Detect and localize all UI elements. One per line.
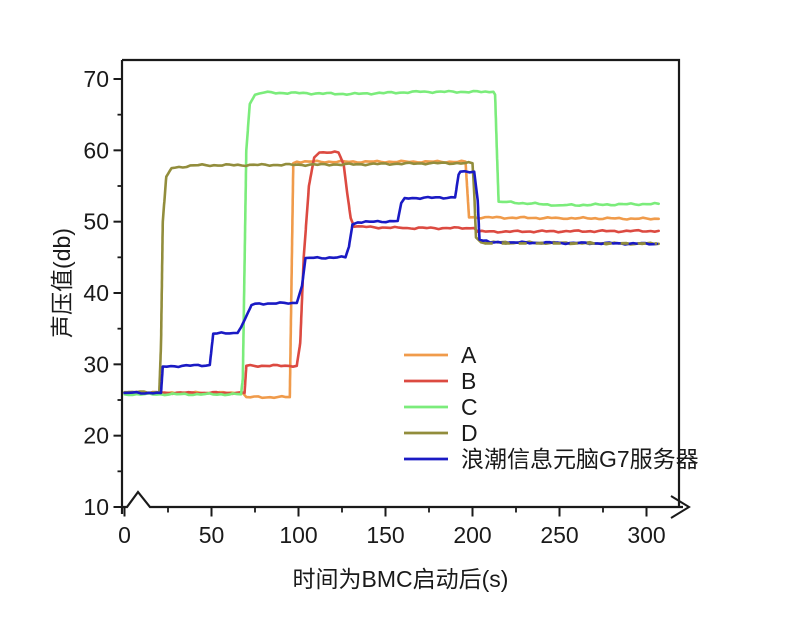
x-tick-label: 50 (199, 522, 225, 548)
y-tick-label: 10 (83, 494, 109, 520)
x-tick-label: 200 (453, 522, 491, 548)
legend-label-c: C (461, 394, 478, 420)
series-line-a (123, 159, 660, 400)
x-tick-label: 250 (540, 522, 578, 548)
x-tick-label: 150 (366, 522, 404, 548)
x-tick-label: 300 (627, 522, 665, 548)
y-tick-label: 40 (83, 280, 109, 306)
x-axis-arrow-icon (670, 495, 691, 519)
series-line-d (123, 160, 660, 394)
y-tick-label: 30 (83, 351, 109, 377)
plot-box-top-right (122, 58, 681, 507)
y-tick-label: 50 (83, 209, 109, 235)
x-tick-label: 100 (279, 522, 317, 548)
series-line-g7 (123, 169, 659, 395)
y-tick-label: 60 (83, 137, 109, 163)
legend-label-a: A (461, 342, 477, 368)
y-axis-title: 声压值(db) (49, 228, 75, 338)
x-tick-label: 0 (118, 522, 131, 548)
legend-label-g7: 浪潮信息元脑G7服务器 (461, 446, 699, 472)
series-line-b (123, 150, 660, 396)
legend-label-d: D (461, 420, 478, 446)
legend-label-b: B (461, 368, 476, 394)
y-tick-label: 70 (83, 66, 109, 92)
x-axis-title: 时间为BMC启动后(s) (292, 566, 509, 592)
y-tick-label: 20 (83, 423, 109, 449)
x-axis-line (122, 490, 683, 509)
series-line-c (123, 89, 660, 397)
